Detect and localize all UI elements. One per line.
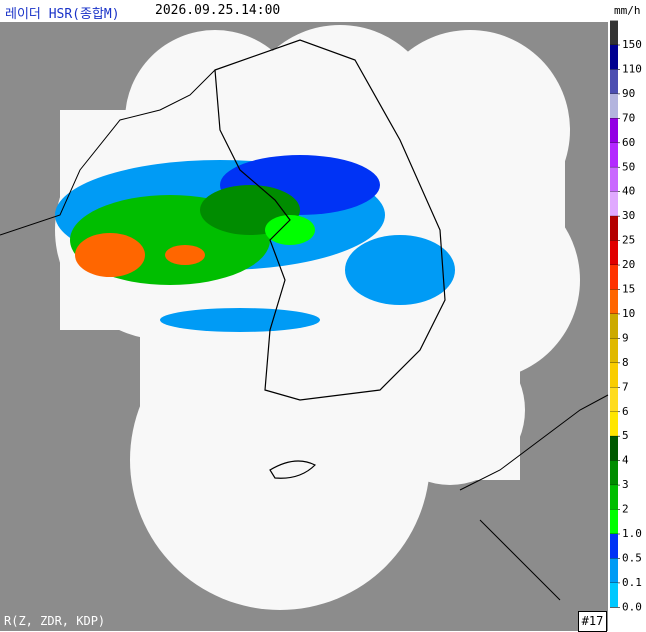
legend-label: 3 — [622, 478, 629, 491]
legend-label: 30 — [622, 209, 635, 222]
legend-label: 7 — [622, 380, 629, 393]
legend-swatch — [610, 509, 618, 534]
legend-swatch — [610, 387, 618, 412]
legend-label: 60 — [622, 136, 635, 149]
unit: mm/h — [614, 4, 641, 17]
legend-swatch — [610, 69, 618, 94]
legend-swatch — [610, 20, 618, 45]
legend-label: 25 — [622, 234, 635, 247]
legend-swatch — [610, 93, 618, 119]
legend-swatch — [610, 582, 618, 608]
precipitation — [55, 155, 455, 332]
legend-swatch — [610, 534, 618, 559]
legend-swatch — [610, 338, 618, 363]
legend-label: 10 — [622, 307, 635, 320]
legend-swatch — [610, 45, 618, 70]
method: R(Z, ZDR, KDP) — [4, 614, 106, 628]
border — [0, 69, 216, 236]
timestamp: 2026.09.25.14:00 — [155, 3, 281, 18]
legend-swatch — [610, 362, 618, 388]
legend-swatch — [610, 216, 618, 241]
site-count: #17 — [578, 611, 607, 632]
legend-label: 0.0 — [622, 600, 642, 613]
legend-label: 0.1 — [622, 576, 642, 589]
legend-swatch — [610, 142, 618, 168]
legend-swatch — [610, 167, 618, 192]
legend-swatch — [610, 191, 618, 217]
legend-label: 2 — [622, 503, 629, 516]
legend-label: 8 — [622, 356, 629, 369]
title: 레이더 HSR(종합M) — [5, 7, 120, 22]
legend-swatch — [610, 313, 618, 339]
legend-label: 5 — [622, 429, 629, 442]
legend-label: 1.0 — [622, 527, 642, 540]
legend-swatch — [610, 558, 618, 583]
legend-label: 70 — [622, 111, 635, 124]
legend-label: 50 — [622, 160, 635, 173]
legend-swatch — [610, 485, 618, 510]
legend-swatch — [610, 118, 618, 143]
legend-swatch — [610, 289, 618, 314]
legend-swatch — [610, 411, 618, 437]
legend-swatch — [610, 460, 618, 486]
legend-label: 90 — [622, 87, 635, 100]
legend-label: 150 — [622, 38, 642, 51]
legend-label: 9 — [622, 331, 629, 344]
legend-label: 20 — [622, 258, 635, 271]
legend-label: 110 — [622, 62, 642, 75]
japan-coast — [459, 394, 609, 601]
legend-label: 0.5 — [622, 551, 642, 564]
legend-swatch — [610, 265, 618, 290]
legend-label: 40 — [622, 185, 635, 198]
legend-swatch — [610, 436, 618, 461]
legend: 150 110 90 70 60 50 40 30 25 20 15 10 9 8 7 6 5 4 3 2 1.0 0.5… — [610, 20, 642, 613]
legend-label: 15 — [622, 283, 635, 296]
legend-label: 6 — [622, 405, 629, 418]
coverage — [55, 25, 580, 610]
legend-label: 4 — [622, 454, 629, 467]
legend-swatch — [610, 240, 618, 266]
coastline — [214, 39, 446, 479]
background — [0, 22, 608, 631]
